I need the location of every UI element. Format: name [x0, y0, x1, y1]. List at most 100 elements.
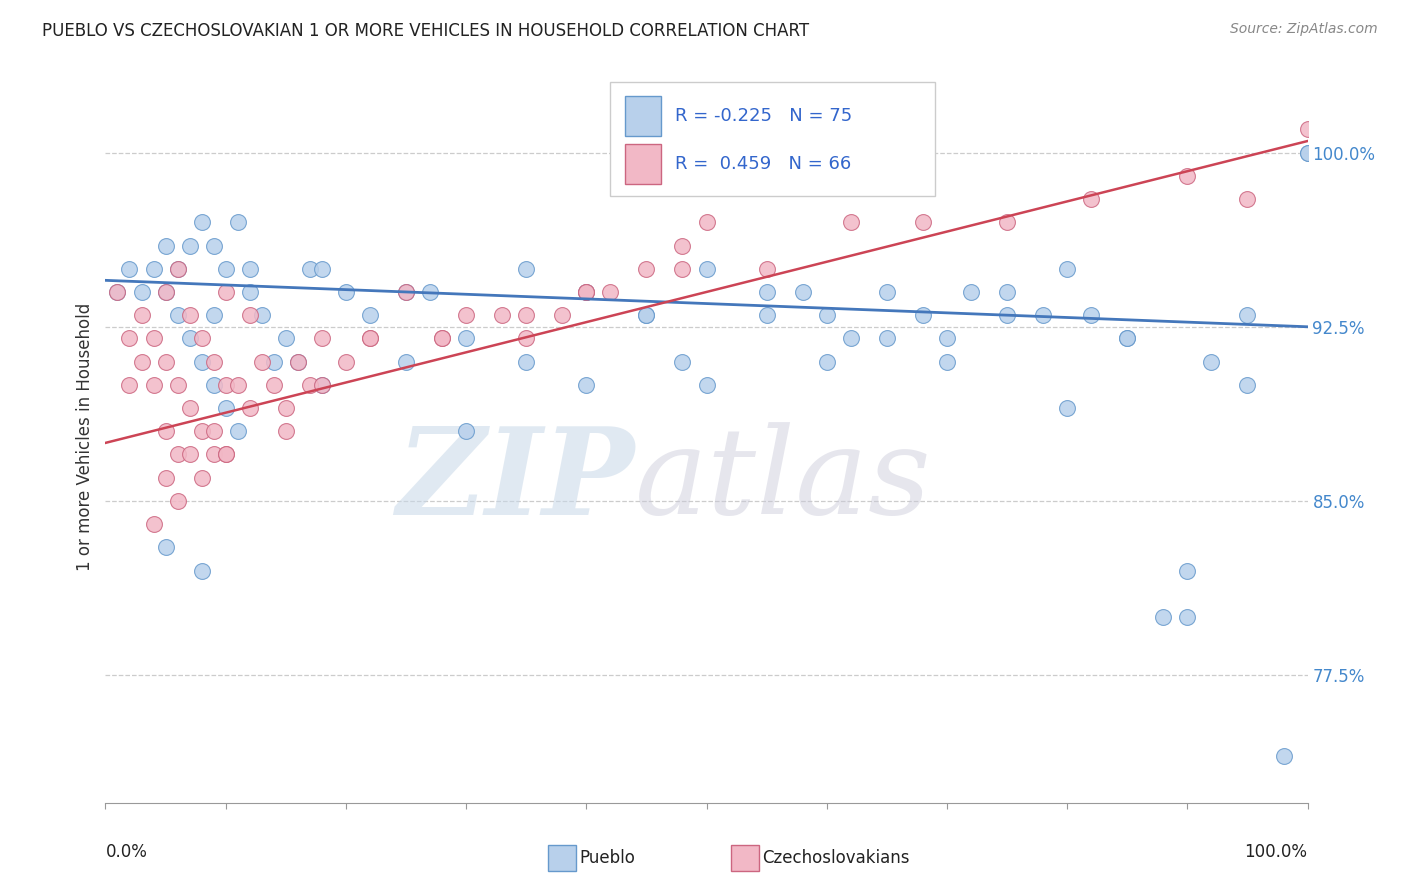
Point [214, 448, 236, 462]
Point [311, 261, 333, 276]
Point [179, 238, 201, 252]
Point [214, 377, 236, 392]
Point [575, 377, 598, 392]
Point [311, 377, 333, 392]
Text: PUEBLO VS CZECHOSLOVAKIAN 1 OR MORE VEHICLES IN HOUSEHOLD CORRELATION CHART: PUEBLO VS CZECHOSLOVAKIAN 1 OR MORE VEHI… [42, 22, 810, 40]
Point [250, 308, 273, 322]
Point [454, 424, 477, 438]
Point [395, 354, 418, 368]
Point [274, 331, 297, 345]
Point [1056, 401, 1078, 415]
Point [515, 354, 537, 368]
Point [166, 261, 188, 276]
Point [359, 331, 381, 345]
Point [250, 354, 273, 368]
Point [118, 331, 141, 345]
Point [107, 285, 129, 299]
Point [155, 541, 177, 555]
Point [202, 448, 225, 462]
Text: atlas: atlas [634, 422, 931, 540]
Point [166, 448, 188, 462]
Point [298, 377, 321, 392]
Point [1032, 308, 1054, 322]
Point [118, 261, 141, 276]
Point [190, 215, 212, 229]
Point [359, 331, 381, 345]
Point [155, 285, 177, 299]
Point [214, 285, 236, 299]
Point [1116, 331, 1139, 345]
Point [1080, 308, 1102, 322]
Point [1201, 354, 1223, 368]
Point [202, 308, 225, 322]
Text: Czechoslovakians: Czechoslovakians [762, 849, 910, 867]
Point [755, 285, 778, 299]
Bar [624, 96, 661, 136]
Point [142, 377, 165, 392]
Point [1175, 169, 1198, 183]
Point [131, 308, 153, 322]
Point [190, 354, 212, 368]
Point [1236, 192, 1258, 206]
Point [166, 494, 188, 508]
Point [239, 261, 262, 276]
Point [226, 424, 249, 438]
Bar [610, 82, 935, 195]
Point [142, 331, 165, 345]
Point [190, 331, 212, 345]
Point [696, 215, 718, 229]
Point [911, 308, 934, 322]
Point [454, 331, 477, 345]
Point [239, 308, 262, 322]
Point [1080, 192, 1102, 206]
Point [226, 377, 249, 392]
Point [179, 308, 201, 322]
Point [263, 377, 285, 392]
Point [1296, 145, 1319, 160]
Point [190, 564, 212, 578]
Point [142, 261, 165, 276]
Point [575, 285, 598, 299]
Point [107, 285, 129, 299]
Point [131, 354, 153, 368]
Point [936, 331, 959, 345]
Point [214, 401, 236, 415]
Text: Source: ZipAtlas.com: Source: ZipAtlas.com [1230, 22, 1378, 37]
Point [636, 308, 658, 322]
Point [166, 377, 188, 392]
Point [311, 377, 333, 392]
Point [214, 448, 236, 462]
Point [755, 261, 778, 276]
Point [671, 238, 693, 252]
Point [995, 308, 1018, 322]
Text: ZIP: ZIP [396, 422, 634, 541]
Point [179, 401, 201, 415]
Point [190, 424, 212, 438]
Text: R =  0.459   N = 66: R = 0.459 N = 66 [675, 155, 852, 173]
Point [166, 308, 188, 322]
Point [995, 285, 1018, 299]
Point [202, 238, 225, 252]
Point [454, 308, 477, 322]
Point [335, 354, 357, 368]
Point [419, 285, 441, 299]
Point [359, 308, 381, 322]
Point [876, 331, 898, 345]
Text: R = -0.225   N = 75: R = -0.225 N = 75 [675, 107, 852, 126]
Point [696, 261, 718, 276]
Point [1152, 610, 1174, 624]
Point [599, 285, 621, 299]
Point [1056, 261, 1078, 276]
Point [1175, 610, 1198, 624]
Point [311, 331, 333, 345]
Point [430, 331, 453, 345]
Point [142, 517, 165, 532]
Point [1272, 749, 1295, 764]
Point [226, 215, 249, 229]
Point [1236, 308, 1258, 322]
Point [239, 401, 262, 415]
Text: 100.0%: 100.0% [1244, 843, 1308, 861]
Point [671, 261, 693, 276]
Point [696, 377, 718, 392]
Point [202, 377, 225, 392]
